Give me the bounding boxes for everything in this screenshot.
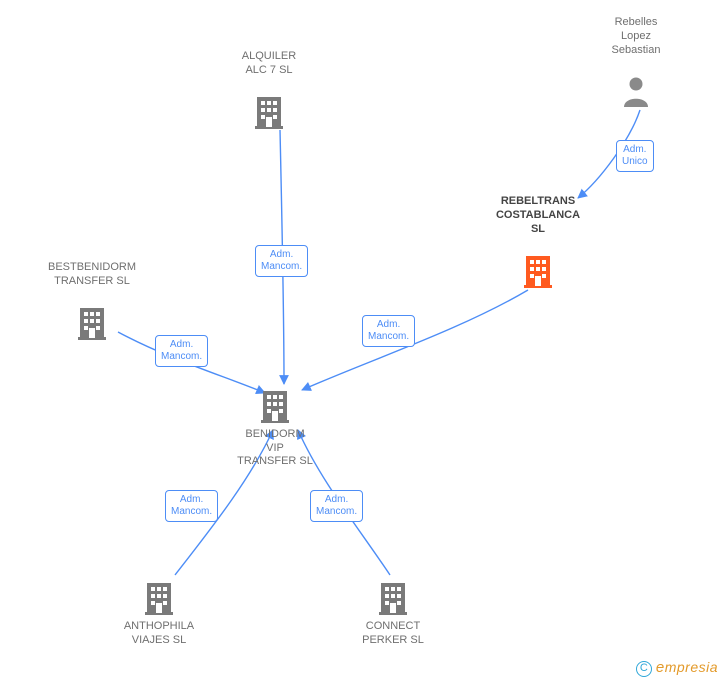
edge-label-rebeltrans-benidorm: Adm. Mancom. (362, 315, 415, 347)
edge-label-anthophila-benidorm: Adm. Mancom. (165, 490, 218, 522)
node-label: REBELTRANS COSTABLANCA SL (483, 195, 593, 236)
node-label: CONNECT PERKER SL (338, 620, 448, 648)
node-label: Rebelles Lopez Sebastian (581, 16, 691, 57)
building-icon (377, 581, 409, 620)
node-label: ALQUILER ALC 7 SL (214, 50, 324, 78)
node-rebelles[interactable]: Rebelles Lopez Sebastian (581, 16, 691, 112)
building-icon (76, 306, 108, 345)
node-label: ANTHOPHILA VIAJES SL (104, 620, 214, 648)
building-icon (259, 389, 291, 428)
copyright-footer: Cempresia (636, 659, 718, 677)
node-connect[interactable]: CONNECT PERKER SL (338, 577, 448, 647)
edge-label-alquiler-benidorm: Adm. Mancom. (255, 245, 308, 277)
copyright-symbol: C (636, 661, 652, 677)
building-icon (522, 254, 554, 293)
edge-label-rebelles-rebeltrans: Adm. Unico (616, 140, 654, 172)
building-icon (253, 95, 285, 134)
node-anthophila[interactable]: ANTHOPHILA VIAJES SL (104, 577, 214, 647)
node-label: BESTBENIDORM TRANSFER SL (37, 261, 147, 289)
edge-label-connect-benidorm: Adm. Mancom. (310, 490, 363, 522)
building-icon (143, 581, 175, 620)
edge-label-bestbenidorm-benidorm: Adm. Mancom. (155, 335, 208, 367)
node-rebeltrans[interactable]: REBELTRANS COSTABLANCA SL (483, 195, 593, 293)
node-bestbenidorm[interactable]: BESTBENIDORM TRANSFER SL (37, 261, 147, 345)
node-label: BENIDORM VIP TRANSFER SL (220, 428, 330, 469)
person-icon (621, 75, 651, 112)
node-benidorm[interactable]: BENIDORM VIP TRANSFER SL (220, 385, 330, 469)
node-alquiler[interactable]: ALQUILER ALC 7 SL (214, 50, 324, 134)
